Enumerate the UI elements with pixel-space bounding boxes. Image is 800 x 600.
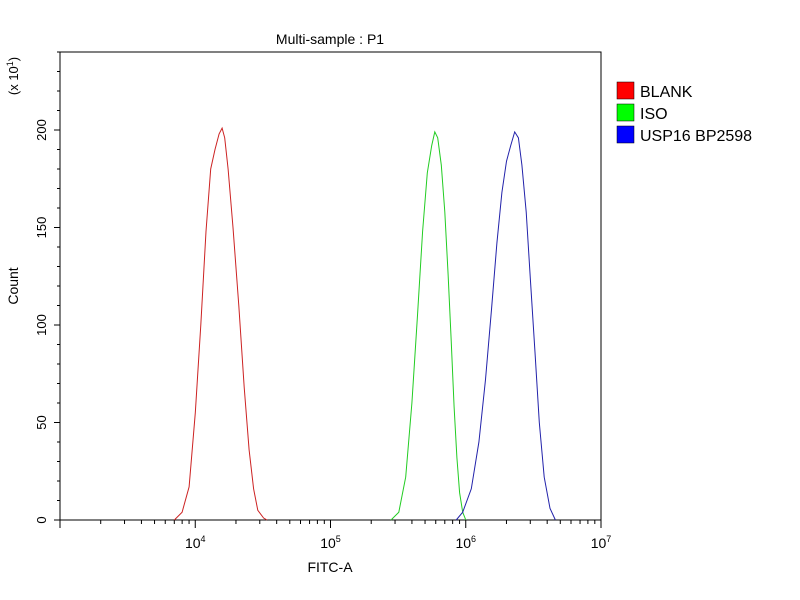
svg-text:(x 101): (x 101) [5,57,21,95]
chart-title: Multi-sample : P1 [276,31,384,47]
series-line-iso [390,130,467,521]
x-axis: 104 105 106 107 [59,520,612,551]
legend-label: BLANK [640,84,693,101]
legend-swatch [616,81,635,100]
y-multiplier-base: (x 10 [6,66,21,95]
legend: BLANK ISO USP16 BP2598 [616,81,752,145]
y-multiplier-exp: 1 [5,61,15,66]
y-axis: 0 50 100 150 200 [34,51,60,524]
series-layer [173,126,556,521]
y-tick-label: 50 [34,415,49,429]
x-tick-label: 105 [320,534,341,551]
legend-swatch [616,125,635,144]
x-tick-label: 106 [455,534,476,551]
y-tick-label: 100 [34,314,49,336]
y-tick-label: 150 [34,217,49,239]
x-tick-label: 107 [591,534,612,551]
x-axis-label: FITC-A [307,559,353,575]
y-tick-label: 200 [34,119,49,141]
y-multiplier: (x 101) [5,57,21,95]
x-tick-label: 104 [185,534,206,551]
plot-area [59,51,602,521]
y-tick-label: 0 [34,516,49,523]
legend-label: ISO [640,106,668,123]
y-axis-label: Count [5,267,21,304]
series-line-blank [173,126,268,521]
legend-label: USP16 BP2598 [640,128,752,145]
legend-swatch [616,103,635,122]
y-multiplier-close: ) [6,57,21,61]
series-line-usp16-bp2598 [455,130,556,521]
